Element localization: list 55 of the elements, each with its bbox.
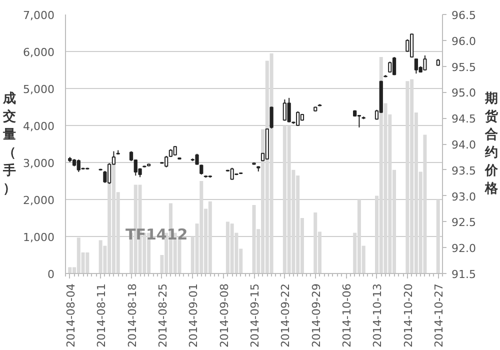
bar xyxy=(314,212,318,274)
x-tick-label: 2014-10-06 xyxy=(340,283,354,348)
bar xyxy=(86,252,90,274)
candlestick xyxy=(392,56,396,76)
y-tick-label: 3,000 xyxy=(23,157,55,170)
x-tick-label: 2014-08-25 xyxy=(156,283,170,348)
bar xyxy=(208,201,212,274)
candlestick xyxy=(173,146,177,156)
candlestick xyxy=(414,58,418,74)
x-tick-label: 2014-08-18 xyxy=(126,283,139,348)
x-tick-label: 2014-10-27 xyxy=(432,283,446,348)
y2-axis-title: 期货合约价格 xyxy=(484,92,499,196)
x-tick-label: 2014-09-15 xyxy=(248,283,262,348)
y-tick-label: 7,000 xyxy=(23,9,55,22)
y2-tick-label: 92.0 xyxy=(452,242,476,256)
y2-tick-label: 94.5 xyxy=(452,112,476,126)
bar xyxy=(436,200,440,274)
y2-tick-label: 96.0 xyxy=(452,34,476,48)
y-tick-label: 2,000 xyxy=(23,194,55,207)
candlestick xyxy=(200,164,204,176)
x-tick-label: 2014-09-22 xyxy=(279,283,292,348)
y2-tick-label: 93.0 xyxy=(452,190,476,204)
candlestick xyxy=(270,106,274,129)
y-tick-label: 1,000 xyxy=(23,231,55,244)
y2-tick-label: 93.5 xyxy=(452,164,476,178)
x-tick-label: 2014-10-13 xyxy=(371,283,384,348)
bar xyxy=(98,240,102,274)
bar xyxy=(287,126,291,274)
y-tick-label: 4,000 xyxy=(23,120,55,133)
bar xyxy=(270,53,274,274)
bar xyxy=(252,205,256,274)
bar xyxy=(68,267,72,274)
x-tick-label: 2014-09-08 xyxy=(218,283,231,348)
x-tick-label: 2014-09-01 xyxy=(187,283,200,348)
candlestick xyxy=(357,114,362,128)
y2-tick-label: 92.5 xyxy=(452,216,476,230)
bar xyxy=(406,81,410,274)
x-tick-label: 2014-10-20 xyxy=(402,283,415,348)
candlestick xyxy=(423,54,427,71)
y-tick-label: 6,000 xyxy=(23,46,55,59)
x-tick-label: 2014-09-29 xyxy=(310,283,323,348)
bar xyxy=(230,224,234,274)
y2-tick-label: 95.0 xyxy=(452,86,476,100)
y-tick-label: 0 xyxy=(48,268,54,281)
y2-tick-label: 91.5 xyxy=(452,268,476,281)
y2-tick-label: 95.5 xyxy=(452,60,476,74)
y2-tick-label: 94.0 xyxy=(452,138,476,152)
annotation: TF1412 xyxy=(126,226,188,244)
y2-tick-label: 96.5 xyxy=(452,9,476,22)
y-axis-title: 成交量（手） xyxy=(2,92,16,196)
x-tick-label: 2014-08-11 xyxy=(95,283,108,348)
x-tick-label: 2014-08-04 xyxy=(64,283,78,348)
bar xyxy=(423,134,427,274)
y-tick-label: 5,000 xyxy=(23,83,55,96)
bar xyxy=(200,181,204,274)
